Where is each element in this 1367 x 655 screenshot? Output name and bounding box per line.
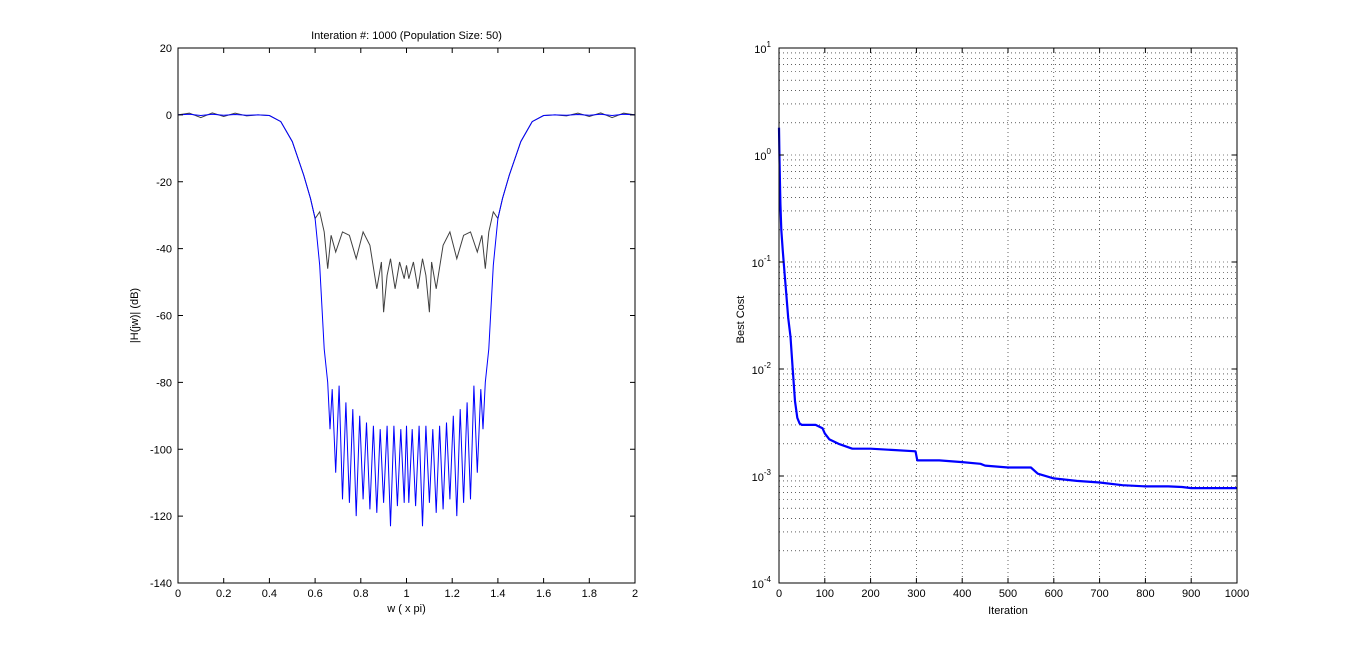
left-y-tick-label: -60 <box>156 311 172 323</box>
left-x-tick-label: 2 <box>632 588 638 600</box>
right-x-tick-label: 1000 <box>1225 588 1249 600</box>
right-plot-background <box>779 48 1237 583</box>
right-x-tick-label: 500 <box>999 588 1017 600</box>
right-chart: 0 100 200 300 400 500 600 700 800 900 1000 101 100 10… <box>735 40 1249 617</box>
right-x-tick-label: 0 <box>776 588 782 600</box>
right-x-tick-label: 700 <box>1090 588 1108 600</box>
left-x-tick-label: 1.6 <box>536 588 551 600</box>
right-x-tick-label: 800 <box>1136 588 1154 600</box>
left-y-tick-label: -20 <box>156 177 172 189</box>
right-y-axis-label: Best Cost <box>735 296 747 344</box>
right-x-tick-label: 300 <box>907 588 925 600</box>
right-x-tick-label: 200 <box>861 588 879 600</box>
right-y-tick-label: 10-2 <box>752 361 772 377</box>
right-series-line-1 <box>777 127 1237 490</box>
left-x-tick-label: 0.2 <box>216 588 231 600</box>
right-y-tick-label: 10-1 <box>752 254 772 270</box>
left-x-axis-label: w ( x pi) <box>386 603 426 615</box>
left-y-tick-label: 20 <box>160 43 172 55</box>
left-x-tick-label: 0.8 <box>353 588 368 600</box>
right-x-tick-label: 600 <box>1045 588 1063 600</box>
left-y-tick-label: -120 <box>150 511 172 523</box>
left-y-tick-label: 0 <box>166 110 172 122</box>
right-x-tick-label: 100 <box>816 588 834 600</box>
left-y-tick-label: -40 <box>156 244 172 256</box>
left-chart: 0 0.2 0.4 0.6 0.8 1 1.2 1.4 1.6 1.8 2 20 0 -20 -40 -60 -… <box>129 30 638 615</box>
right-y-tick-label: 100 <box>754 147 771 163</box>
left-x-tick-label: 1.8 <box>582 588 597 600</box>
left-x-tick-label: 0.6 <box>307 588 322 600</box>
left-x-tick-label: 0 <box>175 588 181 600</box>
left-y-tick-label: -100 <box>150 444 172 456</box>
right-y-tick-label: 10-3 <box>752 468 772 484</box>
left-y-tick-label: -80 <box>156 377 172 389</box>
left-x-tick-label: 1.2 <box>445 588 460 600</box>
left-y-tick-label: -140 <box>150 578 172 590</box>
left-x-tick-label: 1 <box>403 588 409 600</box>
right-x-tick-label: 400 <box>953 588 971 600</box>
left-y-axis-label: |H(jw)| (dB) <box>129 288 141 343</box>
left-plot-frame <box>177 47 636 584</box>
right-x-tick-label: 900 <box>1182 588 1200 600</box>
left-series-line-2 <box>177 113 636 527</box>
right-y-tick-label: 101 <box>754 40 771 56</box>
left-x-tick-label: 0.4 <box>262 588 277 600</box>
left-chart-title: Interation #: 1000 (Population Size: 50) <box>311 30 502 42</box>
right-x-axis-label: Iteration <box>988 605 1028 617</box>
right-y-tick-label: 10-4 <box>752 575 772 591</box>
left-x-tick-label: 1.4 <box>490 588 505 600</box>
